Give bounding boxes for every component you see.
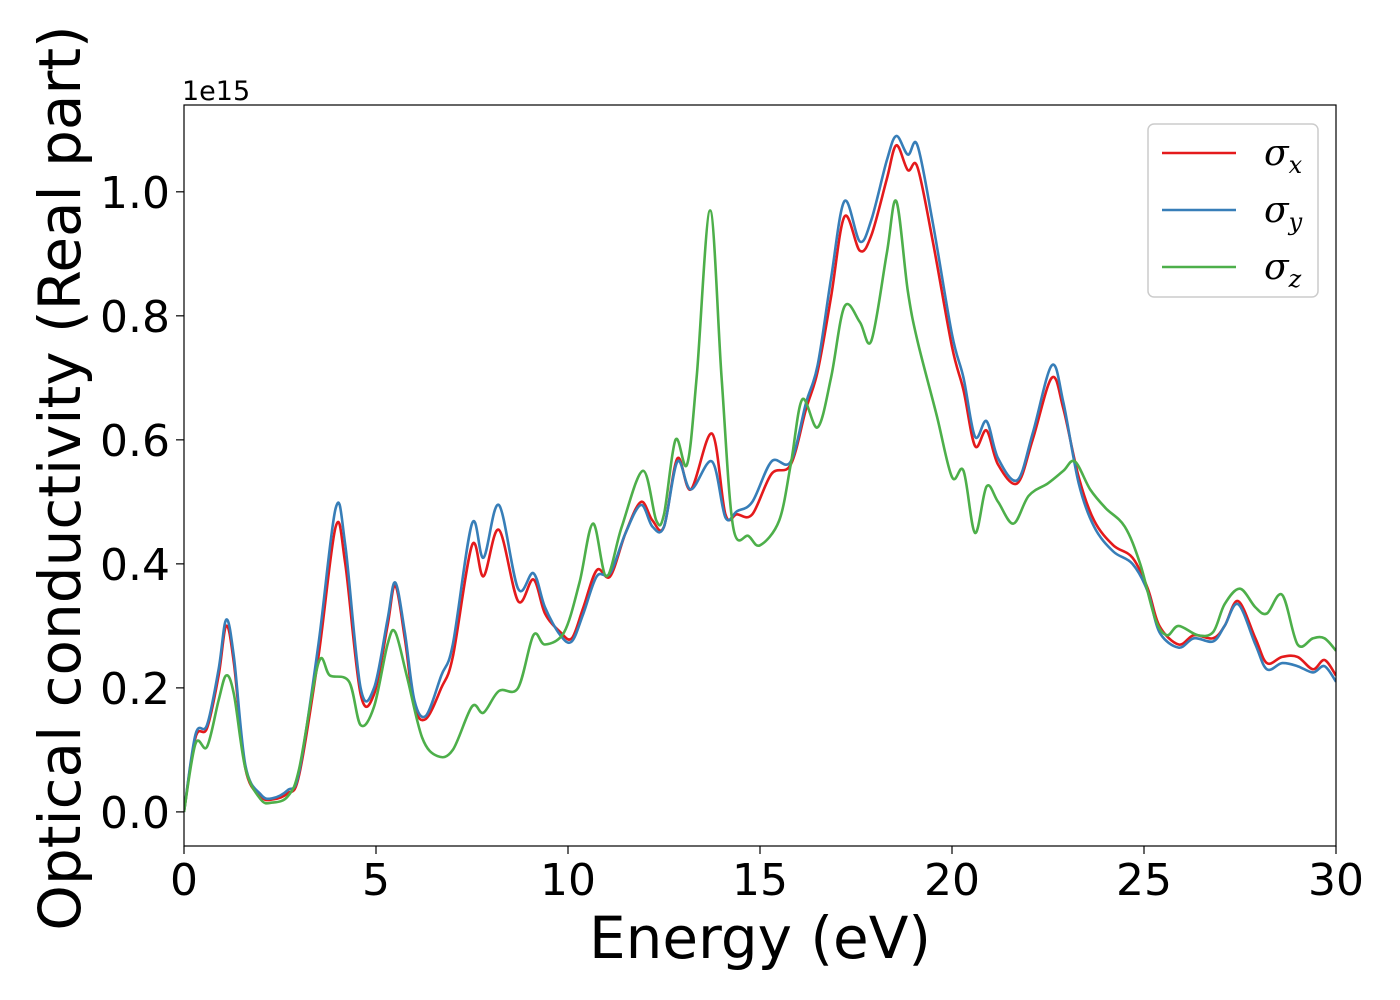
y-axis-title: Optical conductivity (Real part) [26,25,94,930]
series-line-sigma-z [184,199,1336,813]
y-axis: 0.0 0.2 0.4 0.6 0.8 1.0 [100,168,184,839]
y-tick-label: 1.0 [100,168,170,219]
x-tick-label: 5 [362,855,390,906]
x-tick-label: 30 [1308,855,1364,906]
legend-label-sigma-x: σx [1264,133,1303,179]
x-axis: 0 5 10 15 20 25 30 [170,846,1364,906]
series-line-sigma-x [184,143,1336,813]
y-tick-label: 0.2 [100,664,170,715]
series-line-sigma-y [184,134,1336,813]
x-tick-label: 20 [924,855,980,906]
y-offset-label: 1e15 [182,76,250,107]
legend-label-sigma-z: σz [1264,247,1302,293]
legend: σx σy σz [1147,123,1319,298]
y-tick-label: 0.8 [100,292,170,343]
y-tick-label: 0.4 [100,540,170,591]
series-layer [184,134,1336,813]
plot-area [184,105,1336,846]
x-axis-title: Energy (eV) [589,904,931,972]
x-tick-label: 15 [732,855,788,906]
y-tick-label: 0.6 [100,416,170,467]
x-tick-label: 10 [540,855,596,906]
x-tick-label: 0 [170,855,198,906]
legend-label-sigma-y: σy [1264,190,1303,236]
y-tick-label: 0.0 [100,788,170,839]
x-tick-label: 25 [1116,855,1172,906]
